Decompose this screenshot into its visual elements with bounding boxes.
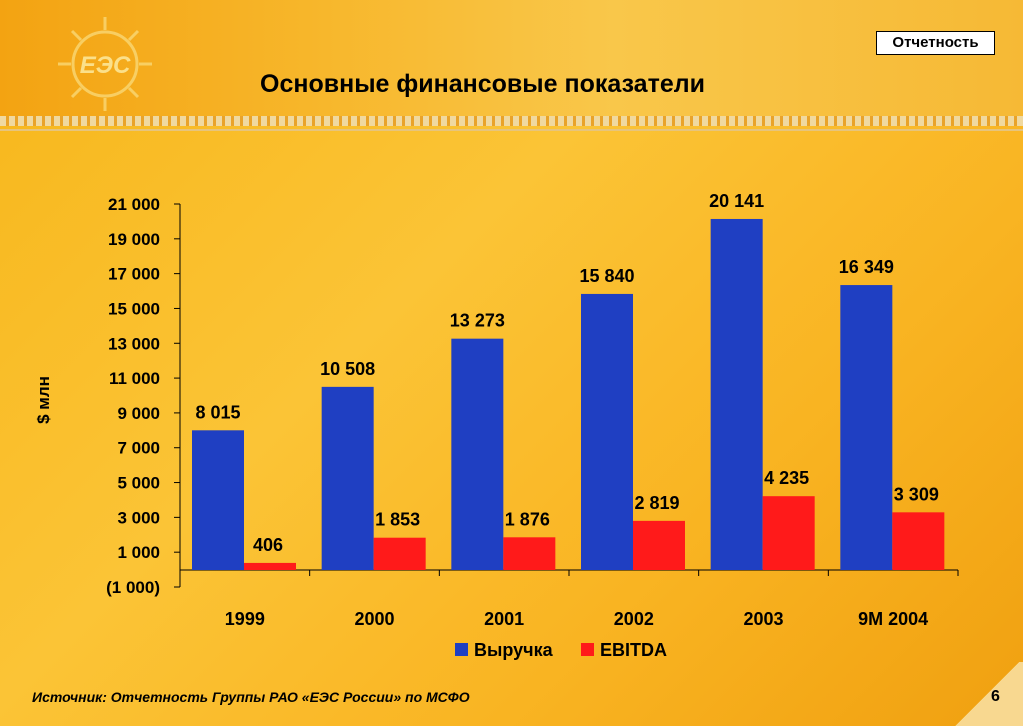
- x-tick-label: 2000: [354, 609, 394, 629]
- y-tick-label: 9 000: [117, 404, 160, 423]
- y-tick-label: 5 000: [117, 474, 160, 493]
- legend-label-ebitda: EBITDA: [600, 640, 667, 660]
- y-tick-label: 15 000: [108, 299, 160, 318]
- y-tick-label: 17 000: [108, 265, 160, 284]
- y-axis-title: $ млн: [34, 376, 53, 424]
- ebitda-bar: [503, 537, 556, 570]
- revenue-value-label: 16 349: [839, 257, 894, 277]
- y-tick-label: 1 000: [117, 543, 160, 562]
- revenue-bar: [840, 285, 893, 570]
- revenue-bar: [710, 218, 763, 571]
- revenue-value-label: 10 508: [320, 359, 375, 379]
- logo-text: ЕЭС: [80, 52, 131, 79]
- y-tick-label: 21 000: [108, 195, 160, 214]
- chart-axes: 21 000 19 000 17 000 15 000 13 000 11 000 9 00…: [34, 195, 959, 629]
- revenue-bar: [192, 430, 244, 570]
- ebitda-bar: [244, 562, 296, 570]
- chart-bars: [192, 218, 945, 571]
- company-logo: ЕЭС: [58, 17, 152, 111]
- ebitda-bar: [892, 512, 945, 570]
- source-note: Источник: Отчетность Группы РАО «ЕЭС Рос…: [32, 689, 470, 705]
- revenue-bar: [451, 338, 504, 570]
- header-banner: [0, 0, 1023, 122]
- page-title: Основные финансовые показатели: [260, 70, 705, 98]
- ebitda-bar: [762, 496, 815, 570]
- ebitda-value-label: 1 853: [375, 510, 420, 530]
- ebitda-value-label: 3 309: [894, 484, 939, 504]
- ebitda-value-label: 4 235: [764, 468, 809, 488]
- legend-swatch-ebitda: [581, 643, 594, 656]
- y-tick-label: 3 000: [117, 508, 160, 527]
- chart-legend: Выручка EBITDA: [455, 640, 667, 660]
- ebitda-value-label: 2 819: [634, 493, 679, 513]
- revenue-value-label: 15 840: [579, 266, 634, 286]
- y-tick-label: 19 000: [108, 230, 160, 249]
- header-divider: [0, 116, 1023, 126]
- page-curl: [952, 662, 1023, 726]
- ebitda-value-label: 1 876: [505, 509, 550, 529]
- page-number: 6: [991, 688, 1000, 705]
- header-divider-line: [0, 129, 1023, 131]
- x-tick-label: 1999: [225, 609, 265, 629]
- ebitda-value-label: 406: [253, 535, 283, 555]
- ebitda-bar: [633, 520, 685, 570]
- y-tick-label: (1 000): [106, 578, 160, 597]
- legend-swatch-revenue: [455, 643, 468, 656]
- legend-label-revenue: Выручка: [474, 640, 554, 660]
- y-tick-label: 13 000: [108, 334, 160, 353]
- y-tick-label: 7 000: [117, 439, 160, 458]
- revenue-value-label: 20 141: [709, 191, 764, 211]
- chart-labels: 8 015 406 10 508 1 853 13 273 1 876 15 840 2 81…: [195, 191, 938, 555]
- ebitda-bar: [373, 537, 426, 570]
- section-tag: Отчетность: [876, 31, 995, 55]
- x-tick-label: 9M 2004: [858, 609, 928, 629]
- revenue-value-label: 13 273: [450, 311, 505, 331]
- revenue-value-label: 8 015: [195, 402, 240, 422]
- revenue-bar: [321, 386, 374, 570]
- x-tick-label: 2001: [484, 609, 524, 629]
- revenue-bar: [581, 293, 633, 570]
- y-tick-label: 11 000: [109, 369, 160, 388]
- x-tick-label: 2002: [614, 609, 654, 629]
- x-tick-label: 2003: [743, 609, 783, 629]
